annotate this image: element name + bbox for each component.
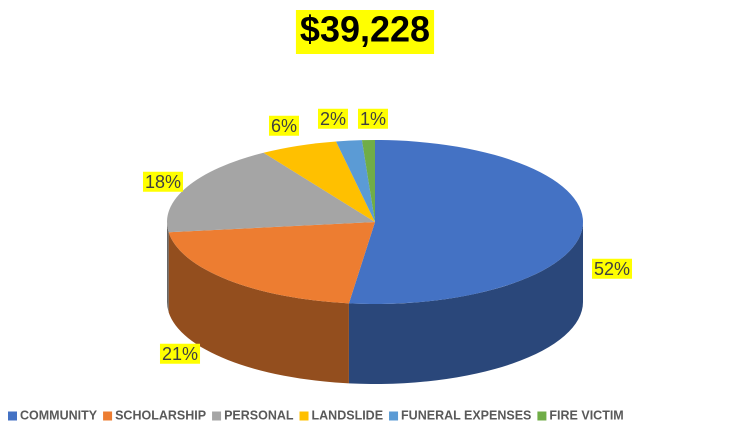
data-label: 6% <box>271 116 297 136</box>
data-label: 52% <box>594 259 630 279</box>
slice-side <box>168 232 349 384</box>
chart-title: $39,228 <box>300 9 430 50</box>
slice-side <box>167 222 169 313</box>
data-label-bg <box>317 108 349 129</box>
data-label-bg <box>591 258 633 279</box>
legend-label: SCHOLARSHIP <box>115 408 206 422</box>
data-label: 2% <box>320 109 346 129</box>
slice <box>263 141 375 222</box>
legend-label: PERSONAL <box>224 408 294 422</box>
slice-side <box>348 222 583 384</box>
legend-swatch <box>389 411 399 421</box>
legend-swatch <box>212 411 222 421</box>
data-label: 21% <box>162 344 198 364</box>
legend-swatch <box>103 411 113 421</box>
slice <box>168 222 375 304</box>
legend-label: LANDSLIDE <box>312 408 384 422</box>
data-label-bg <box>159 343 201 364</box>
legend-swatch <box>299 411 309 421</box>
legend-swatch <box>537 411 547 421</box>
legend-label: COMMUNITY <box>20 408 98 422</box>
data-label: 1% <box>360 109 386 129</box>
legend-swatch <box>8 411 17 421</box>
slice <box>167 152 375 233</box>
legend-label: FIRE VICTIM <box>549 408 623 422</box>
title-highlight <box>295 10 435 54</box>
legend-label: FUNERAL EXPENSES <box>401 408 531 422</box>
data-label: 18% <box>145 172 181 192</box>
slice <box>336 140 375 222</box>
data-label-bg <box>357 108 389 129</box>
slice <box>348 140 584 305</box>
data-label-bg <box>268 115 300 136</box>
data-label-bg <box>142 171 184 192</box>
slice <box>361 140 375 222</box>
